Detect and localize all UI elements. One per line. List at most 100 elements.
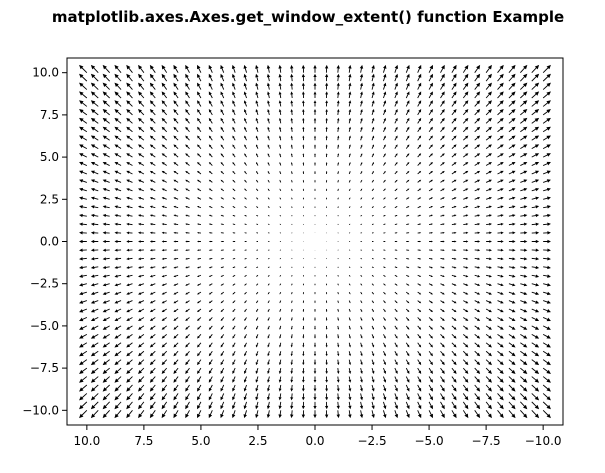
quiver-arrow [429, 65, 433, 73]
quiver-arrow [103, 292, 110, 295]
quiver-arrow [395, 300, 398, 303]
quiver-arrow [79, 153, 87, 157]
quiver-arrow [244, 309, 247, 312]
quiver-arrow [313, 410, 316, 418]
quiver-arrow [315, 206, 316, 208]
quiver-arrow [79, 109, 87, 115]
quiver-arrow [256, 127, 259, 132]
quiver-arrow [302, 65, 305, 73]
quiver-arrow [162, 266, 167, 268]
quiver-arrow [162, 162, 167, 166]
quiver-arrow [303, 197, 304, 199]
quiver-arrow [348, 410, 351, 418]
quiver-arrow [138, 368, 144, 374]
quiver-arrow [440, 368, 445, 374]
quiver-arrow [150, 376, 156, 383]
quiver-arrow [429, 343, 433, 348]
quiver-arrow [268, 215, 270, 217]
quiver-arrow [126, 393, 133, 400]
quiver-arrow [337, 74, 340, 81]
quiver-arrow [279, 153, 281, 157]
quiver-arrow [244, 136, 247, 141]
quiver-arrow [162, 223, 167, 225]
y-tick-label: −5.0 [30, 319, 59, 333]
quiver-arrow [150, 266, 156, 268]
quiver-arrow [244, 300, 247, 303]
quiver-arrow [256, 343, 259, 348]
quiver-arrow [509, 402, 516, 410]
quiver-arrow [291, 241, 292, 242]
quiver-arrow [486, 258, 492, 261]
quiver-arrow [509, 153, 516, 157]
quiver-arrow [509, 197, 516, 200]
quiver-arrow [325, 410, 328, 418]
quiver-arrow [417, 206, 421, 208]
quiver-arrow [360, 224, 362, 225]
quiver-arrow [268, 162, 270, 166]
quiver-arrow [126, 214, 132, 217]
quiver-arrow [326, 334, 328, 338]
quiver-arrow [498, 240, 504, 243]
quiver-arrow [173, 275, 178, 277]
quiver-arrow [509, 266, 516, 269]
quiver-arrow [372, 144, 374, 148]
quiver-arrow [138, 197, 144, 200]
quiver-arrow [497, 153, 503, 157]
quiver-arrow [91, 317, 99, 321]
quiver-arrow [162, 232, 167, 234]
quiver-arrow [383, 376, 386, 382]
quiver-arrow [497, 74, 504, 82]
quiver-arrow [150, 342, 156, 347]
quiver-arrow [372, 83, 375, 90]
quiver-arrow [497, 197, 503, 200]
quiver-arrow [185, 171, 190, 174]
quiver-arrow [543, 240, 551, 243]
quiver-arrow [417, 393, 421, 400]
quiver-arrow [209, 283, 213, 285]
quiver-arrow [531, 74, 539, 82]
quiver-arrow [302, 368, 305, 374]
quiver-arrow [372, 127, 375, 132]
quiver-arrow [103, 109, 110, 115]
quiver-arrow [162, 180, 167, 183]
quiver-arrow [372, 206, 374, 208]
quiver-arrow [221, 300, 224, 303]
quiver-arrow [268, 300, 270, 303]
quiver-arrow [429, 109, 433, 115]
quiver-arrow [486, 162, 492, 166]
chart-title: matplotlib.axes.Axes.get_window_extent()… [52, 8, 564, 26]
quiver-arrow [303, 233, 304, 234]
quiver-arrow [337, 410, 340, 418]
quiver-arrow [79, 342, 87, 347]
quiver-arrow [429, 317, 433, 321]
quiver-arrow [173, 334, 178, 339]
quiver-arrow [279, 171, 281, 174]
quiver-arrow [417, 368, 421, 374]
quiver-arrow [291, 136, 293, 141]
quiver-arrow [150, 74, 156, 82]
quiver-arrow [429, 180, 433, 183]
quiver-arrow [209, 109, 213, 115]
quiver-arrow [509, 257, 516, 260]
quiver-arrow [463, 171, 468, 175]
quiver-arrow [337, 144, 339, 148]
quiver-arrow [126, 334, 132, 339]
quiver-arrow [383, 283, 386, 285]
quiver-arrow [209, 189, 213, 192]
quiver-arrow [406, 385, 410, 392]
quiver-arrow [244, 100, 247, 106]
quiver-arrow [303, 215, 304, 216]
quiver-arrow [279, 118, 281, 124]
quiver-arrow [452, 74, 457, 82]
quiver-arrow [221, 376, 225, 382]
quiver-arrow [429, 91, 433, 98]
quiver-arrow [197, 136, 201, 141]
quiver-arrow [429, 206, 433, 208]
quiver-arrow [126, 385, 133, 392]
quiver-arrow [383, 83, 386, 90]
quiver-arrow [279, 309, 281, 312]
quiver-arrow [232, 136, 235, 141]
quiver-arrow [290, 83, 293, 90]
quiver-arrow [185, 351, 190, 356]
quiver-arrow [394, 100, 397, 106]
